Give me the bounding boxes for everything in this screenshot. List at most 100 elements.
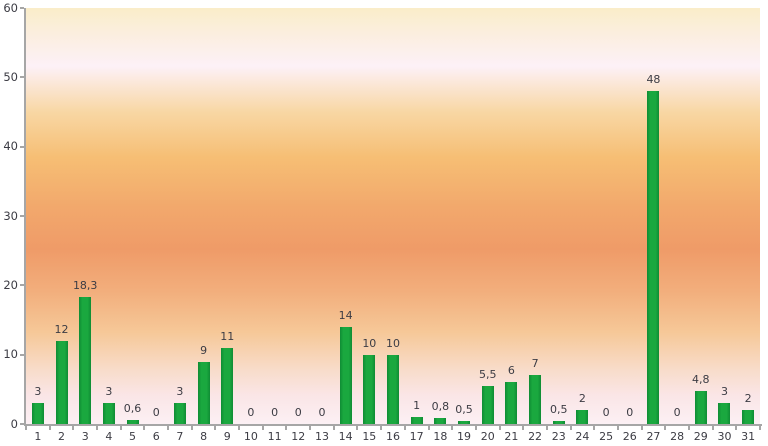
y-axis-tick-mark bbox=[20, 145, 24, 148]
x-axis-tick-label: 10 bbox=[243, 430, 258, 443]
bar-value-label: 48 bbox=[646, 73, 661, 87]
x-axis-tick-mark bbox=[332, 426, 335, 430]
x-axis-tick-mark bbox=[380, 426, 383, 430]
bar-value-label: 11 bbox=[220, 329, 235, 343]
bar-value-label: 9 bbox=[200, 343, 208, 357]
x-axis-tick-mark bbox=[664, 426, 667, 430]
y-axis-tick-mark bbox=[20, 7, 24, 9]
x-axis-tick-mark bbox=[403, 426, 406, 430]
bar-value-label: 4,8 bbox=[692, 372, 710, 386]
x-axis-line bbox=[24, 424, 762, 426]
x-axis-tick-mark bbox=[190, 426, 193, 430]
x-axis-tick-label: 29 bbox=[693, 430, 708, 443]
y-axis-tick-label: 30 bbox=[3, 208, 18, 223]
x-axis-tick-label: 28 bbox=[670, 430, 685, 443]
y-axis-tick-label: 10 bbox=[3, 347, 18, 362]
bar-value-label: 0 bbox=[626, 406, 634, 419]
bar-value-label: 0 bbox=[294, 406, 302, 419]
x-axis-tick-mark bbox=[616, 426, 619, 430]
bar bbox=[55, 340, 68, 424]
bar-value-label: 3 bbox=[34, 385, 42, 399]
x-axis-tick-label: 15 bbox=[362, 430, 377, 443]
bar bbox=[718, 403, 731, 424]
y-axis-tick-mark bbox=[20, 284, 24, 287]
x-axis-tick-label: 26 bbox=[622, 430, 637, 443]
bar-value-label: 10 bbox=[386, 336, 400, 350]
x-axis-tick-label: 1 bbox=[34, 430, 42, 443]
x-axis-tick-label: 9 bbox=[223, 430, 231, 443]
x-axis-tick-mark bbox=[285, 426, 288, 430]
x-axis-tick-label: 11 bbox=[267, 430, 282, 443]
x-axis-tick-mark bbox=[522, 426, 525, 430]
bar bbox=[387, 354, 399, 424]
x-axis-tick-label: 12 bbox=[291, 430, 306, 443]
bar bbox=[552, 420, 565, 424]
x-axis-tick-label: 21 bbox=[504, 430, 519, 443]
bar-value-label: 0,6 bbox=[123, 401, 142, 415]
bar-value-label: 2 bbox=[578, 392, 586, 406]
bar bbox=[197, 361, 210, 424]
x-axis-tick-mark bbox=[261, 426, 264, 430]
x-axis-tick-mark bbox=[569, 426, 572, 430]
x-axis-tick-label: 24 bbox=[575, 430, 590, 443]
x-axis-tick-mark bbox=[72, 426, 75, 430]
plot-area: 3 12 18,3 3 0,6 0 3 9 11 0 0 0 0 14 10 10 1 0,8 0,5 5,5 6 7 0,… bbox=[26, 8, 760, 424]
x-axis-tick-mark bbox=[640, 426, 643, 430]
x-axis-tick-label: 22 bbox=[528, 430, 543, 443]
x-axis-tick-label: 4 bbox=[105, 430, 113, 443]
bar bbox=[505, 382, 518, 424]
bar bbox=[221, 347, 234, 424]
x-axis-tick-mark bbox=[238, 426, 241, 430]
bar-value-label: 18,3 bbox=[72, 279, 98, 293]
x-axis-tick-mark bbox=[427, 426, 430, 430]
bar-value-label: 0 bbox=[673, 406, 681, 419]
y-axis-tick-mark bbox=[20, 76, 24, 79]
bar-value-label: 0,5 bbox=[549, 402, 568, 416]
y-axis-tick-label: 50 bbox=[3, 69, 18, 84]
x-axis-tick-label: 2 bbox=[58, 430, 66, 443]
x-axis-tick-mark bbox=[143, 426, 146, 430]
x-axis-tick-mark bbox=[309, 426, 312, 430]
y-axis-tick-label: 40 bbox=[3, 139, 18, 154]
bar-value-label: 3 bbox=[176, 385, 184, 399]
x-axis-tick-mark bbox=[96, 426, 99, 430]
bar bbox=[529, 375, 542, 424]
x-axis-tick-label: 20 bbox=[480, 430, 495, 443]
x-axis-tick-mark bbox=[735, 426, 738, 430]
bar-value-label: 3 bbox=[720, 385, 728, 399]
bar bbox=[339, 326, 352, 424]
x-axis-tick-label: 7 bbox=[176, 430, 184, 443]
x-axis-tick-mark bbox=[25, 426, 27, 430]
bar-value-label: 0 bbox=[152, 406, 160, 419]
y-axis-tick-label: 60 bbox=[3, 0, 18, 15]
bar bbox=[647, 91, 660, 424]
x-axis-tick-label: 19 bbox=[457, 430, 472, 443]
y-axis-tick-mark bbox=[20, 423, 24, 425]
x-axis-tick-mark bbox=[593, 426, 596, 430]
y-axis-tick-mark bbox=[20, 353, 24, 356]
x-axis-tick-label: 25 bbox=[599, 430, 614, 443]
bar bbox=[481, 385, 494, 424]
bar-value-label: 3 bbox=[105, 385, 113, 399]
y-axis-tick-label: 20 bbox=[3, 277, 18, 292]
x-axis-tick-mark bbox=[474, 426, 477, 430]
x-axis-tick-mark bbox=[119, 426, 122, 430]
x-axis-tick-label: 8 bbox=[200, 430, 208, 443]
bar-value-label: 12 bbox=[54, 322, 69, 336]
x-axis-tick-label: 16 bbox=[386, 430, 400, 443]
bar bbox=[742, 410, 755, 424]
bar bbox=[694, 390, 707, 424]
x-axis-tick-mark bbox=[498, 426, 501, 430]
x-axis-tick-label: 31 bbox=[741, 430, 756, 443]
x-axis-tick-mark bbox=[545, 426, 548, 430]
bar-value-label: 0 bbox=[247, 406, 255, 419]
x-axis-tick-label: 3 bbox=[81, 430, 89, 443]
bar-value-label: 5,5 bbox=[478, 367, 497, 381]
x-axis-tick-label: 27 bbox=[646, 430, 661, 443]
x-axis-tick-label: 18 bbox=[433, 430, 448, 443]
bar-value-label: 0,5 bbox=[455, 402, 473, 416]
x-axis-tick-mark bbox=[451, 426, 454, 430]
bar bbox=[576, 410, 589, 424]
x-axis-tick-mark bbox=[167, 426, 170, 430]
y-axis-tick-mark bbox=[20, 215, 24, 217]
